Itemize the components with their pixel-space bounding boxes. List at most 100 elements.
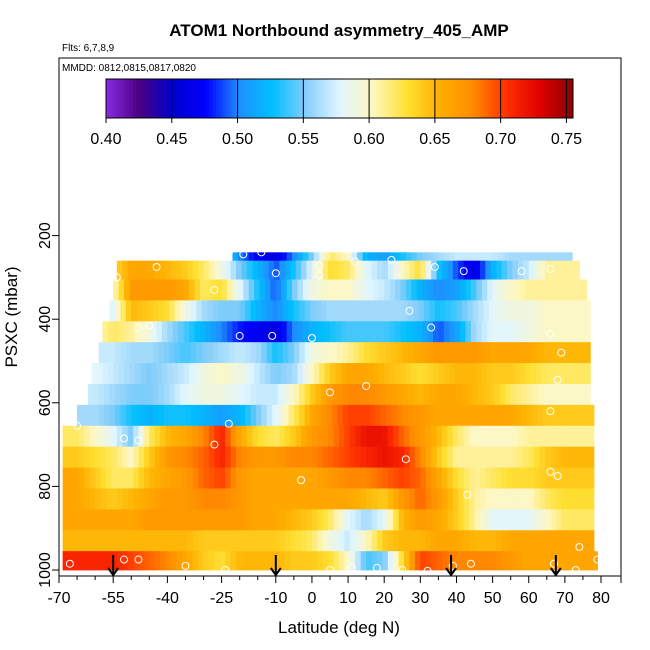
x-tick-label: 10	[339, 590, 357, 607]
heatmap-cell	[472, 383, 479, 406]
heatmap-cell	[458, 488, 465, 510]
heatmap-cell	[349, 551, 356, 571]
heatmap-cell	[447, 467, 454, 489]
heatmap-cell	[492, 252, 499, 262]
heatmap-cell	[326, 342, 333, 364]
heatmap-cell	[369, 383, 376, 406]
heatmap-cell	[485, 467, 492, 489]
heatmap-cell	[275, 321, 282, 343]
colorbar-swatch	[396, 79, 401, 118]
heatmap-cell	[409, 488, 416, 510]
heatmap-cell	[297, 321, 304, 343]
heatmap-cell	[431, 488, 438, 510]
heatmap-cell	[306, 425, 313, 448]
heatmap-cell	[400, 321, 407, 343]
heatmap-cell	[115, 342, 122, 364]
heatmap-cell	[301, 446, 308, 468]
heatmap-cell	[217, 342, 225, 364]
heatmap-cell	[149, 530, 156, 552]
heatmap-cell	[443, 321, 450, 343]
heatmap-cell	[474, 425, 481, 448]
heatmap-cell	[461, 383, 468, 406]
colorbar-swatch	[162, 79, 167, 118]
heatmap-cell	[283, 342, 290, 364]
heatmap-cell	[156, 279, 163, 301]
heatmap-cell	[310, 300, 317, 322]
heatmap-cell	[241, 446, 248, 468]
heatmap-cell	[364, 404, 371, 427]
heatmap-cell	[523, 551, 530, 571]
heatmap-cell	[322, 425, 329, 448]
colorbar-tick-label: 0.50	[222, 131, 253, 148]
heatmap-cell	[317, 446, 324, 468]
heatmap-cell	[398, 467, 405, 489]
heatmap-cell	[131, 404, 138, 427]
heatmap-cell	[469, 467, 476, 489]
heatmap-cell	[454, 279, 461, 301]
heatmap-cell	[366, 488, 373, 510]
heatmap-cell	[413, 404, 420, 427]
heatmap-cell	[301, 425, 308, 448]
heatmap-cell	[525, 321, 532, 343]
arrow-head	[550, 567, 562, 577]
heatmap-cell	[225, 446, 232, 468]
sample-point	[221, 566, 230, 574]
heatmap-cell	[268, 551, 275, 571]
sample-point	[430, 262, 439, 271]
heatmap-cell	[198, 509, 205, 531]
heatmap-cell	[317, 488, 324, 510]
heatmap-cell	[378, 279, 385, 301]
heatmap-cell	[438, 363, 445, 385]
heatmap-cell	[230, 551, 237, 571]
heatmap-cell	[290, 488, 297, 510]
heatmap-cell	[277, 404, 284, 427]
heatmap-cell	[514, 252, 521, 262]
sample-point	[463, 490, 472, 499]
heatmap-cell	[492, 279, 499, 301]
heatmap-cell	[254, 279, 261, 301]
heatmap-cell	[485, 488, 492, 510]
colorbar-swatch	[469, 79, 474, 118]
colorbar-swatch	[359, 79, 364, 118]
heatmap-cell	[572, 530, 579, 552]
heatmap-cell	[461, 342, 468, 364]
heatmap-cell	[348, 342, 355, 364]
heatmap-cell	[582, 551, 589, 571]
heatmap-cell	[263, 260, 270, 280]
heatmap-cell	[386, 342, 393, 364]
colorbar-swatch	[446, 79, 451, 118]
heatmap-cell	[366, 530, 373, 552]
colorbar-swatch	[156, 79, 160, 118]
heatmap-cell	[507, 551, 514, 571]
heatmap-cell	[311, 260, 318, 280]
heatmap-cell	[268, 260, 275, 280]
heatmap-cell	[414, 425, 421, 448]
colorbar-tick-label: 0.70	[485, 131, 516, 148]
heatmap-cell	[398, 425, 405, 448]
heatmap-cell	[232, 363, 239, 385]
heatmap-cell	[138, 467, 145, 489]
heatmap-cell	[273, 425, 281, 448]
heatmap-cell	[317, 509, 324, 531]
heatmap-cell	[550, 488, 557, 510]
colorbar-swatch	[526, 79, 531, 118]
heatmap-cell	[160, 467, 167, 489]
heatmap-cell	[339, 260, 346, 280]
heatmap-cell	[196, 342, 203, 364]
y-axis-label: PSXC (mbar)	[2, 266, 21, 367]
heatmap-cell	[375, 342, 382, 364]
heatmap-cell	[387, 509, 394, 531]
sample-point	[210, 285, 219, 294]
heatmap-cell	[432, 321, 439, 343]
heatmap-cell	[310, 342, 317, 364]
heatmap-cell	[559, 383, 566, 406]
heatmap-cell	[136, 342, 143, 364]
heatmap-cell	[348, 383, 355, 406]
heatmap-cell	[362, 321, 369, 343]
heatmap-cell	[442, 551, 449, 571]
heatmap-cell	[257, 425, 264, 448]
heatmap-cell	[501, 530, 508, 552]
heatmap-cell	[133, 509, 140, 531]
heatmap-cell	[212, 383, 219, 406]
heatmap-cell	[409, 260, 416, 280]
